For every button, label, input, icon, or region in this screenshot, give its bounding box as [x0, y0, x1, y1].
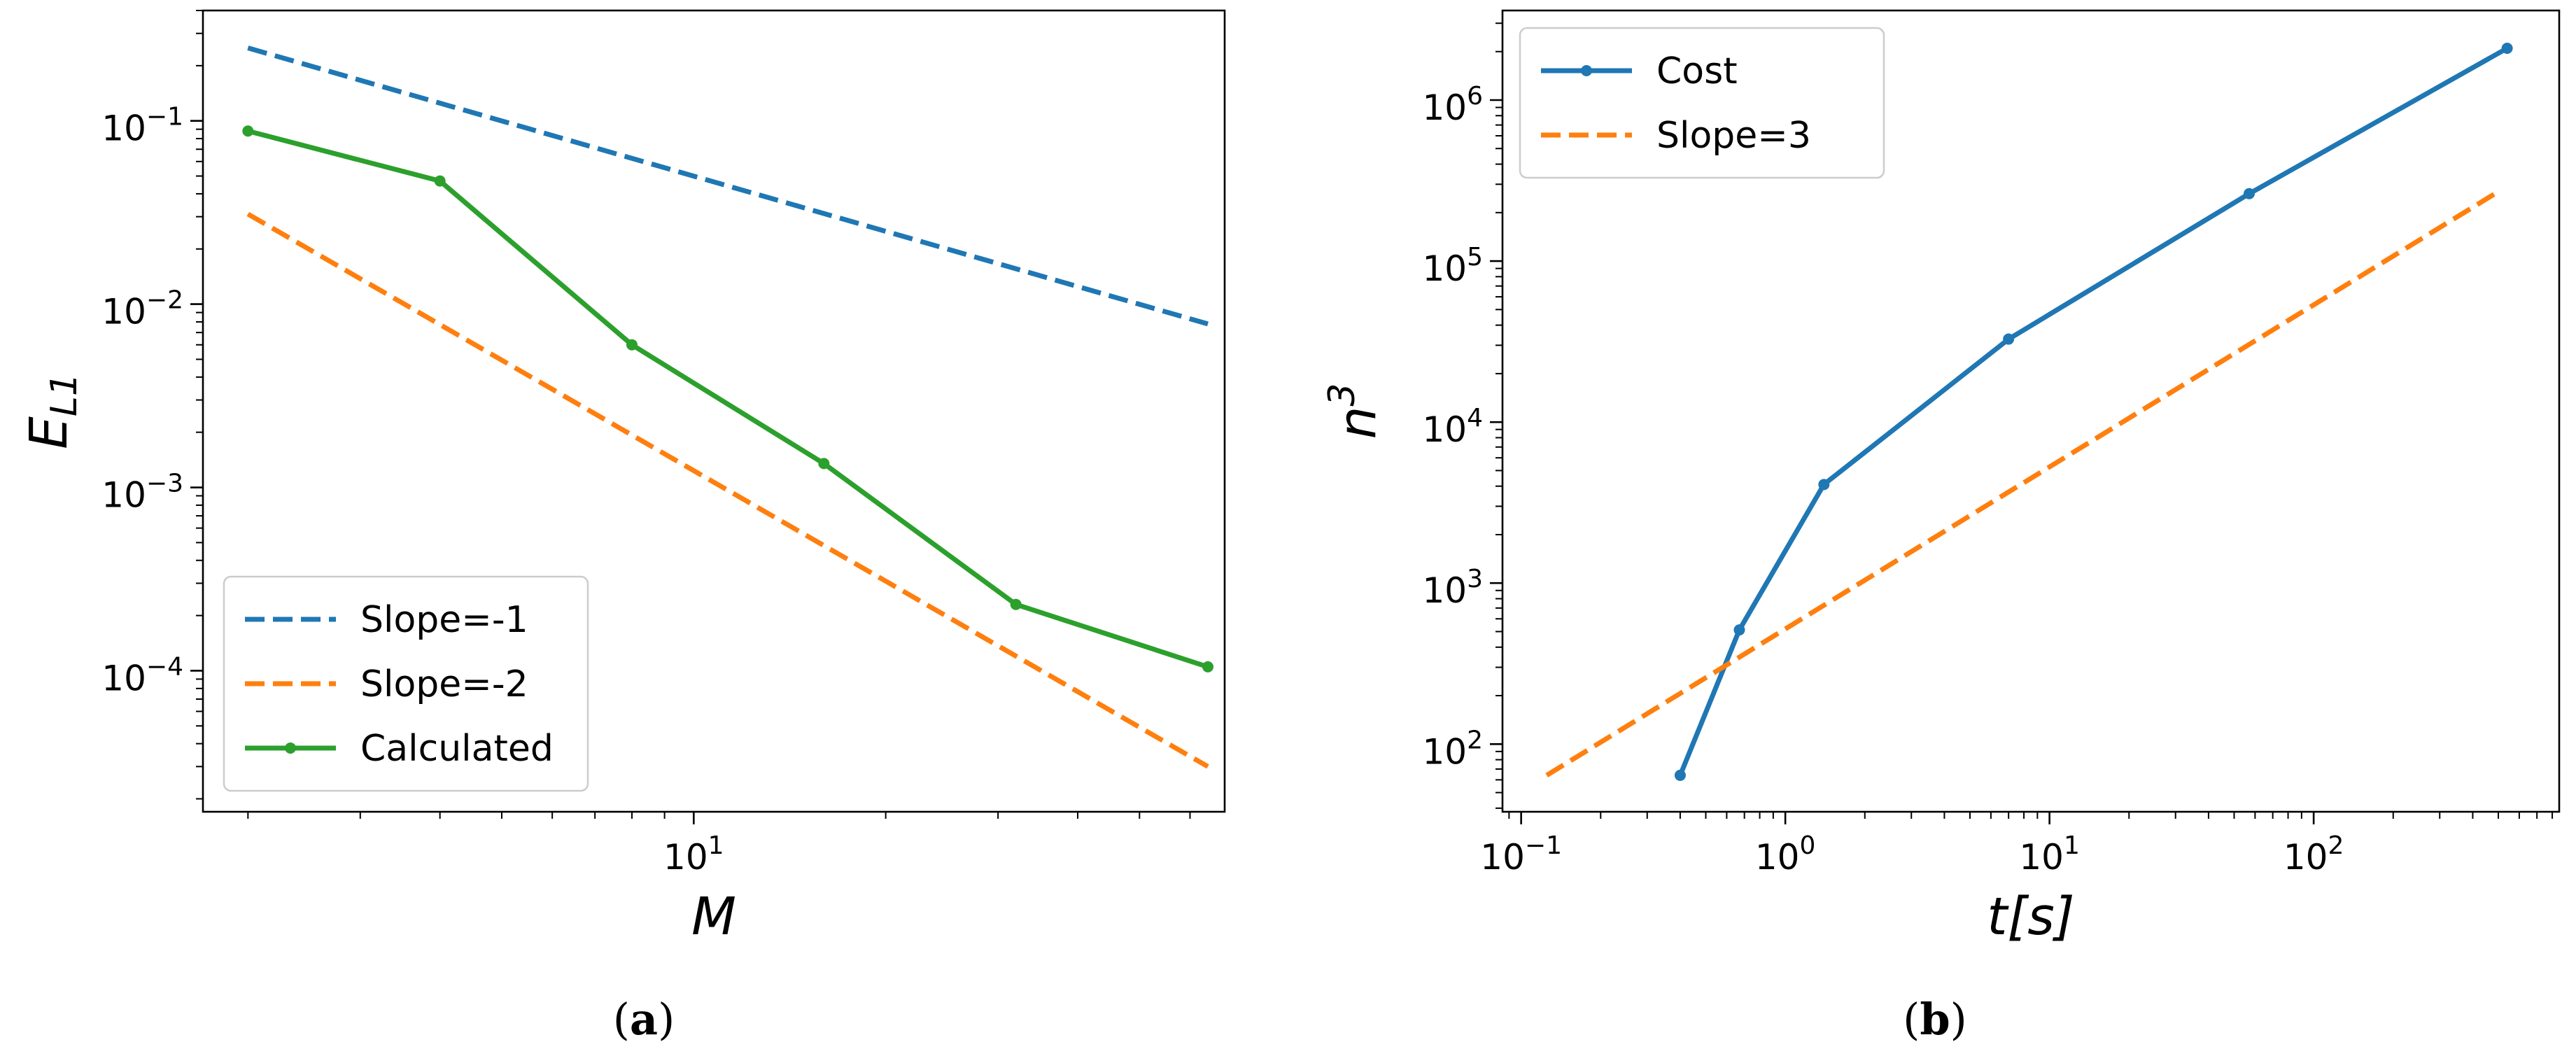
data-point	[1010, 598, 1022, 610]
tick-exponent: 1	[2064, 831, 2080, 860]
series-line-slope-3	[1545, 189, 2500, 777]
x-axis-label: M	[691, 887, 736, 947]
data-point	[1674, 769, 1686, 781]
data-point	[2243, 188, 2255, 199]
data-point	[626, 339, 638, 351]
minor-ticks	[1495, 22, 2554, 819]
series-line-calculated	[247, 128, 1209, 670]
x-tick-label: 100	[1755, 831, 1816, 878]
series-group	[1545, 42, 2513, 781]
tick-exponent: 6	[1467, 82, 1483, 111]
panel-label-letter: a	[630, 994, 658, 1045]
x-axis-label: t[s]	[1987, 887, 2074, 947]
series-line-cost	[1677, 45, 2509, 777]
legend-label: Cost	[1656, 50, 1738, 92]
tick-exponent: 5	[1467, 243, 1483, 272]
x-tick-label: 101	[2019, 831, 2080, 878]
y-axis-label: EL1	[19, 373, 85, 449]
data-point	[2003, 333, 2015, 345]
tick-exponent: −4	[146, 652, 183, 681]
y-tick-label: 10−4	[101, 652, 183, 698]
y-axis-label: n3	[1321, 383, 1388, 439]
panel-label: (b)	[1903, 994, 1967, 1045]
legend: Slope=-1 Slope=-2 Calculated	[223, 575, 589, 792]
y-axis-label-subscript: L1	[43, 373, 85, 416]
y-tick-label: 103	[1422, 565, 1483, 611]
y-tick-label: 10−1	[101, 103, 183, 149]
tick-exponent: 4	[1467, 404, 1483, 432]
data-point	[242, 125, 254, 137]
tick-exponent: 2	[2328, 831, 2344, 860]
tick-exponent: −3	[146, 470, 183, 498]
tick-exponent: 1	[708, 831, 724, 860]
tick-exponent: 2	[1467, 726, 1483, 754]
legend-marker	[285, 742, 296, 754]
data-point	[1733, 624, 1745, 636]
chart-panel-b: 10−1 100 101 102102103104105106t[s]n3CostSl…	[1321, 9, 2561, 1045]
data-point	[818, 458, 830, 470]
series-line-slope-2	[246, 211, 1209, 769]
series-group	[242, 45, 1214, 769]
tick-exponent: −2	[146, 286, 183, 315]
data-point	[2501, 42, 2513, 54]
x-tick-label: 102	[2283, 831, 2344, 878]
tick-exponent: −1	[146, 103, 183, 132]
legend: Cost Slope=3	[1519, 27, 1885, 179]
panel-label: (a)	[613, 994, 675, 1045]
y-tick-label: 102	[1422, 726, 1483, 772]
panel-label-letter: b	[1920, 994, 1950, 1045]
tick-exponent: 3	[1467, 565, 1483, 593]
legend-label: Slope=-2	[360, 663, 528, 705]
tick-exponent: −1	[1525, 831, 1562, 860]
legend-box	[223, 575, 589, 792]
y-tick-label: 105	[1422, 243, 1483, 289]
chart-panel-a: 101 10−1 10−2 10−3 10−4 M EL1 Slope=-1 Slope=-2 C…	[19, 9, 1226, 1045]
legend-label: Slope=-1	[360, 599, 528, 641]
tick-exponent: 0	[1800, 831, 1816, 860]
legend-label: Calculated	[360, 728, 554, 770]
y-tick-label: 106	[1422, 82, 1483, 128]
data-point	[1202, 661, 1214, 673]
legend-marker	[1581, 65, 1592, 76]
data-point	[434, 175, 446, 187]
x-tick-label: 10−1	[1480, 831, 1562, 878]
y-tick-label: 10−2	[101, 286, 183, 332]
legend-label: Slope=3	[1656, 115, 1811, 157]
y-axis-label-superscript: 3	[1321, 383, 1363, 407]
minor-ticks	[196, 10, 1191, 819]
y-tick-label: 10−3	[101, 470, 183, 516]
data-point	[1818, 479, 1830, 491]
x-tick-label: 101	[663, 831, 724, 878]
y-tick-label: 104	[1422, 404, 1483, 450]
legend-box	[1519, 27, 1885, 179]
